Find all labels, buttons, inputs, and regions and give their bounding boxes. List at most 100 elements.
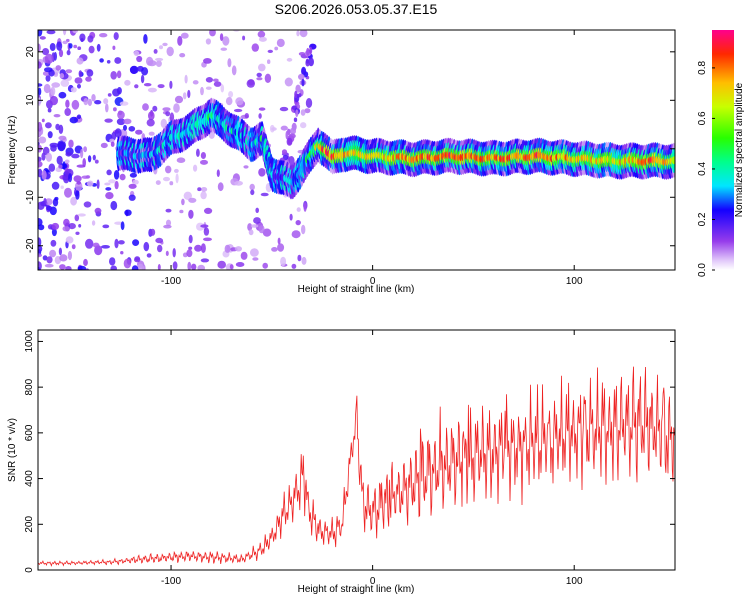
- heatmap-speckle: [240, 251, 248, 260]
- heatmap-speckle: [186, 249, 193, 258]
- spectrogram-y-label: Frequency (Hz): [7, 116, 18, 185]
- x-tick-label: -100: [161, 576, 181, 587]
- heatmap-speckle: [163, 224, 172, 229]
- heatmap-speckle: [135, 129, 143, 135]
- heatmap-speckle: [114, 128, 122, 138]
- heatmap-speckle: [41, 118, 45, 123]
- heatmap-speckle: [128, 126, 136, 132]
- y-tick-label: 200: [24, 516, 35, 533]
- heatmap-speckle: [48, 163, 56, 172]
- heatmap-speckle: [47, 108, 52, 113]
- x-tick-label: 0: [370, 576, 376, 587]
- y-tick-label: 800: [24, 378, 35, 395]
- heatmap-speckle: [301, 78, 305, 87]
- heatmap-speckle: [155, 60, 162, 67]
- heatmap-speckle: [65, 236, 74, 244]
- colorbar-label: Normalized spectral amplitude: [734, 82, 745, 217]
- heatmap-speckle: [279, 106, 289, 112]
- heatmap-speckle: [193, 164, 198, 172]
- heatmap-speckle: [220, 47, 228, 51]
- heatmap-speckle: [203, 58, 212, 64]
- heatmap-speckle: [197, 187, 202, 192]
- heatmap-speckle: [38, 43, 41, 52]
- heatmap-speckle: [310, 44, 317, 49]
- heatmap-speckle: [109, 257, 116, 266]
- heatmap-speckle: [305, 58, 309, 64]
- heatmap-speckle: [148, 131, 155, 136]
- colorbar-ticks: 0.0 0.2 0.4 0.6 0.8: [697, 61, 715, 277]
- heatmap-speckle: [62, 161, 66, 170]
- heatmap-speckle: [38, 266, 41, 270]
- heatmap-speckle: [83, 201, 92, 208]
- heatmap-speckle: [182, 92, 187, 100]
- heatmap-speckle: [217, 260, 226, 269]
- heatmap-speckle: [200, 86, 204, 96]
- heatmap-speckle: [96, 43, 101, 52]
- heatmap-speckle: [179, 209, 184, 214]
- heatmap-speckle: [262, 228, 272, 237]
- heatmap-speckle: [83, 146, 87, 153]
- heatmap-speckle: [44, 67, 53, 73]
- spectrogram-y-ticks: -20 -10 0 10 20: [25, 46, 675, 253]
- heatmap-speckle: [70, 196, 77, 206]
- heatmap-speckle: [77, 265, 87, 270]
- heatmap-speckle: [38, 168, 43, 178]
- heatmap-speckle: [49, 95, 59, 106]
- heatmap-speckle: [53, 114, 61, 118]
- heatmap-speckle: [258, 107, 266, 111]
- heatmap-speckle: [114, 238, 119, 249]
- heatmap-speckle: [200, 258, 210, 263]
- heatmap-speckle: [304, 108, 311, 114]
- heatmap-speckle: [271, 247, 278, 252]
- heatmap-speckle: [141, 67, 149, 76]
- heatmap-speckle: [256, 77, 263, 81]
- heatmap-speckle: [146, 253, 152, 258]
- heatmap-speckle: [187, 261, 192, 270]
- heatmap-speckle: [225, 97, 233, 106]
- heatmap-speckle: [289, 127, 296, 135]
- heatmap-speckle: [72, 30, 78, 34]
- heatmap-speckle: [120, 251, 124, 255]
- heatmap-speckle: [260, 192, 269, 197]
- heatmap-speckle: [68, 43, 73, 49]
- heatmap-speckle: [57, 140, 66, 151]
- spectrogram-x-ticks: -100 0 100: [161, 30, 583, 287]
- heatmap-speckle: [296, 104, 301, 109]
- heatmap-speckle: [67, 250, 72, 261]
- heatmap-speckle: [38, 244, 43, 254]
- heatmap-speckle: [75, 190, 80, 200]
- heatmap-speckle: [76, 181, 82, 185]
- heatmap-speckle: [165, 250, 169, 256]
- heatmap-speckle: [44, 263, 54, 268]
- heatmap-speckle: [66, 49, 71, 56]
- heatmap-speckle: [262, 262, 269, 269]
- heatmap-speckle: [102, 224, 110, 229]
- heatmap-speckle: [131, 265, 139, 270]
- heatmap-speckle: [286, 137, 293, 146]
- heatmap-speckle: [298, 73, 305, 80]
- heatmap-speckle: [43, 198, 47, 206]
- x-tick-label: 0: [370, 276, 376, 287]
- heatmap-speckle: [45, 152, 53, 162]
- heatmap-speckle: [250, 248, 259, 257]
- heatmap-speckle: [165, 165, 172, 174]
- heatmap-speckle: [289, 213, 293, 221]
- heatmap-speckle: [148, 111, 155, 121]
- heatmap-speckle: [50, 239, 57, 247]
- heatmap-speckle: [103, 98, 109, 105]
- heatmap-speckle: [284, 77, 293, 87]
- heatmap-speckle: [128, 194, 136, 201]
- heatmap-speckle: [296, 30, 300, 37]
- heatmap-speckle: [54, 196, 59, 201]
- heatmap-speckle: [69, 116, 79, 124]
- heatmap-speckle: [258, 36, 267, 42]
- heatmap-speckle: [101, 245, 110, 249]
- heatmap-speckle: [110, 141, 115, 147]
- heatmap-speckle: [143, 241, 150, 252]
- heatmap-speckle: [64, 187, 72, 198]
- heatmap-speckle: [188, 234, 193, 244]
- heatmap-speckle: [42, 48, 50, 56]
- heatmap-speckle: [75, 231, 80, 235]
- heatmap-speckle: [45, 74, 51, 82]
- heatmap-speckle: [188, 209, 194, 219]
